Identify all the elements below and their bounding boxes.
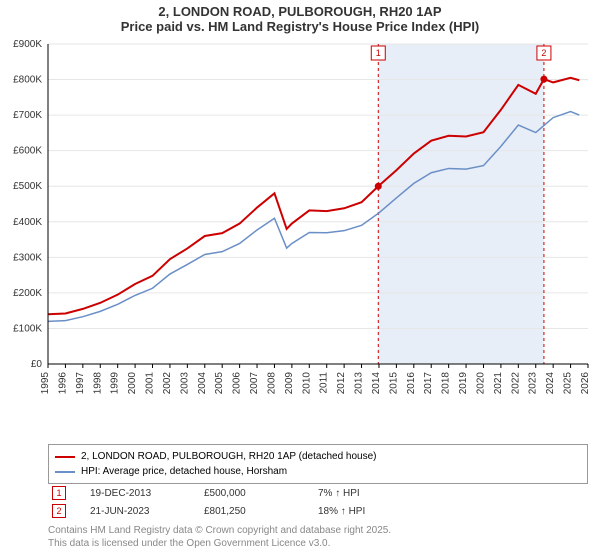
xtick-label: 2010 — [301, 372, 312, 395]
transaction-row: 2 21-JUN-2023 £801,250 18% ↑ HPI — [48, 502, 588, 520]
xtick-label: 2008 — [266, 372, 277, 395]
xtick-label: 2005 — [214, 372, 225, 395]
legend-label: 2, LONDON ROAD, PULBOROUGH, RH20 1AP (de… — [81, 449, 376, 464]
xtick-label: 2001 — [145, 372, 156, 395]
xtick-label: 2016 — [406, 372, 417, 395]
transaction-badge: 1 — [52, 486, 66, 500]
xtick-label: 2022 — [510, 372, 521, 395]
license-line: Contains HM Land Registry data © Crown c… — [48, 524, 391, 537]
chart-container: 2, LONDON ROAD, PULBOROUGH, RH20 1AP Pri… — [0, 0, 600, 560]
xtick-label: 2012 — [336, 372, 347, 395]
legend-item: 2, LONDON ROAD, PULBOROUGH, RH20 1AP (de… — [55, 449, 581, 464]
transaction-row: 1 19-DEC-2013 £500,000 7% ↑ HPI — [48, 484, 588, 502]
transaction-delta: 7% ↑ HPI — [318, 488, 408, 499]
transaction-date: 21-JUN-2023 — [90, 506, 180, 517]
legend: 2, LONDON ROAD, PULBOROUGH, RH20 1AP (de… — [48, 444, 588, 484]
xtick-label: 2024 — [545, 372, 556, 395]
highlight-band — [378, 44, 544, 364]
xtick-label: 2014 — [371, 372, 382, 395]
xtick-label: 2011 — [319, 372, 330, 394]
ytick-label: £700K — [13, 110, 42, 121]
xtick-label: 2006 — [232, 372, 243, 395]
legend-item: HPI: Average price, detached house, Hors… — [55, 464, 581, 479]
chart-area: £0£100K£200K£300K£400K£500K£600K£700K£80… — [48, 44, 588, 404]
ytick-label: £300K — [13, 252, 42, 263]
license-line: This data is licensed under the Open Gov… — [48, 537, 391, 550]
ytick-label: £200K — [13, 288, 42, 299]
xtick-label: 1995 — [40, 372, 51, 395]
line-chart: £0£100K£200K£300K£400K£500K£600K£700K£80… — [48, 44, 588, 404]
xtick-label: 2007 — [249, 372, 260, 395]
transaction-price: £801,250 — [204, 506, 294, 517]
xtick-label: 2015 — [388, 372, 399, 395]
transaction-table: 1 19-DEC-2013 £500,000 7% ↑ HPI 2 21-JUN-2023… — [48, 484, 588, 520]
xtick-label: 2018 — [441, 372, 452, 395]
xtick-label: 1996 — [57, 372, 68, 395]
ytick-label: £900K — [13, 39, 42, 50]
transaction-badge: 2 — [52, 504, 66, 518]
title-block: 2, LONDON ROAD, PULBOROUGH, RH20 1AP Pri… — [0, 0, 600, 34]
xtick-label: 2002 — [162, 372, 173, 395]
xtick-label: 2023 — [528, 372, 539, 395]
xtick-label: 2013 — [354, 372, 365, 395]
ytick-label: £0 — [31, 359, 43, 370]
xtick-label: 2020 — [475, 372, 486, 395]
xtick-label: 1999 — [110, 372, 121, 395]
title-address: 2, LONDON ROAD, PULBOROUGH, RH20 1AP — [0, 4, 600, 19]
marker-badge-label: 1 — [376, 48, 381, 58]
title-subtitle: Price paid vs. HM Land Registry's House … — [0, 19, 600, 34]
xtick-label: 1997 — [75, 372, 86, 395]
ytick-label: £500K — [13, 181, 42, 192]
xtick-label: 2003 — [179, 372, 190, 395]
xtick-label: 2021 — [493, 372, 504, 395]
xtick-label: 2009 — [284, 372, 295, 395]
ytick-label: £800K — [13, 75, 42, 86]
xtick-label: 2004 — [197, 372, 208, 395]
ytick-label: £600K — [13, 146, 42, 157]
ytick-label: £100K — [13, 323, 42, 334]
xtick-label: 2026 — [580, 372, 591, 395]
legend-swatch — [55, 456, 75, 458]
xtick-label: 2017 — [423, 372, 434, 395]
xtick-label: 2000 — [127, 372, 138, 395]
transaction-date: 19-DEC-2013 — [90, 488, 180, 499]
license-text: Contains HM Land Registry data © Crown c… — [48, 524, 391, 550]
xtick-label: 2025 — [563, 372, 574, 395]
xtick-label: 2019 — [458, 372, 469, 395]
marker-badge-label: 2 — [541, 48, 546, 58]
marker-dot — [375, 183, 382, 190]
xtick-label: 1998 — [92, 372, 103, 395]
legend-swatch — [55, 471, 75, 473]
legend-label: HPI: Average price, detached house, Hors… — [81, 464, 287, 479]
transaction-price: £500,000 — [204, 488, 294, 499]
marker-dot — [540, 76, 547, 83]
transaction-delta: 18% ↑ HPI — [318, 506, 408, 517]
ytick-label: £400K — [13, 217, 42, 228]
